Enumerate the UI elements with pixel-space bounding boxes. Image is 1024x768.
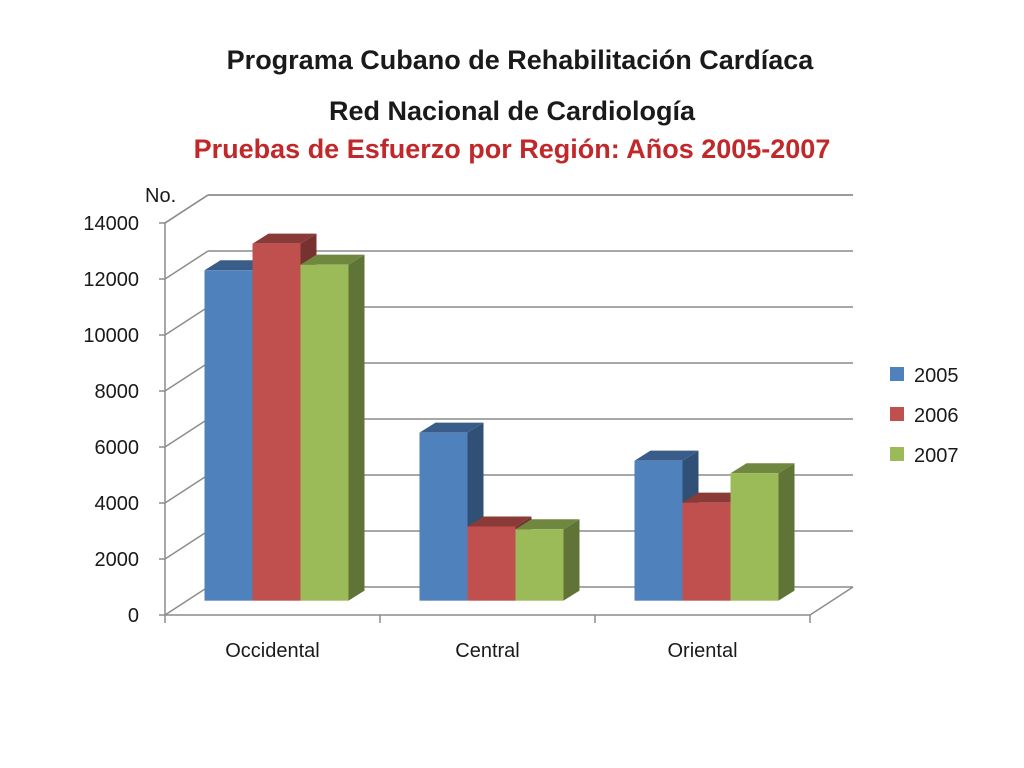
x-tick-label: Occidental	[225, 640, 320, 662]
bar-front	[682, 502, 731, 601]
y-tick-label: 6000	[95, 437, 140, 459]
gridline-diagonal	[164, 530, 209, 560]
bar-central-2007	[515, 519, 580, 601]
bar-top	[467, 516, 532, 527]
gridline-diagonal	[164, 418, 209, 448]
bars	[204, 233, 795, 601]
bar-top	[419, 422, 484, 433]
y-tick-label: 14000	[83, 213, 139, 235]
y-tick-label: 12000	[83, 269, 139, 291]
legend-swatch	[890, 407, 904, 421]
legend-label: 2006	[914, 405, 959, 427]
y-axis-ticks: 0 2000 4000 6000 8000 10000 12000 14000	[83, 213, 139, 627]
gridline-diagonal	[164, 474, 209, 504]
bar-top	[300, 254, 365, 265]
legend-swatch	[890, 447, 904, 461]
x-axis-ticks: Occidental Central Oriental	[164, 615, 811, 662]
bar-front	[419, 432, 468, 601]
bar-occidental-2007	[300, 254, 365, 601]
bar-side	[563, 519, 580, 601]
legend-label: 2005	[914, 365, 959, 387]
floor-edge	[809, 586, 854, 616]
y-tick-label: 10000	[83, 325, 139, 347]
bar-front	[730, 473, 779, 601]
gridline-diagonal	[164, 362, 209, 392]
y-tick-label: 4000	[95, 493, 140, 515]
legend-swatch	[890, 367, 904, 381]
x-tick-label: Oriental	[667, 640, 737, 662]
bar-front	[252, 243, 301, 601]
page-subtitle: Red Nacional de Cardiología	[328, 96, 696, 126]
legend-label: 2007	[914, 445, 959, 467]
bar-side	[348, 254, 365, 601]
bar-top	[252, 233, 317, 244]
bar-front	[300, 264, 349, 601]
y-tick-label: 2000	[95, 549, 140, 571]
bar-top	[515, 519, 580, 530]
x-tick-label: Central	[455, 640, 519, 662]
bar-front	[634, 460, 683, 601]
bar-side	[778, 463, 795, 601]
legend: 2005 2006 2007	[890, 365, 959, 467]
bar-front	[515, 529, 564, 601]
gridline-diagonal	[164, 306, 209, 336]
chart-title: Pruebas de Esfuerzo por Región: Años 200…	[193, 134, 831, 164]
y-tick-label: 0	[128, 605, 139, 627]
bar-front	[204, 270, 253, 601]
bar-front	[467, 526, 516, 601]
bar-top	[634, 450, 699, 461]
page-title: Programa Cubano de Rehabilitación Cardía…	[226, 45, 814, 75]
bar-oriental-2007	[730, 463, 795, 601]
gridline-diagonal	[164, 194, 209, 224]
gridline-diagonal	[164, 250, 209, 280]
gridline-diagonal	[164, 586, 209, 616]
bar-top	[730, 463, 795, 474]
y-axis-label: No.	[145, 185, 176, 207]
y-tick-label: 8000	[95, 381, 140, 403]
